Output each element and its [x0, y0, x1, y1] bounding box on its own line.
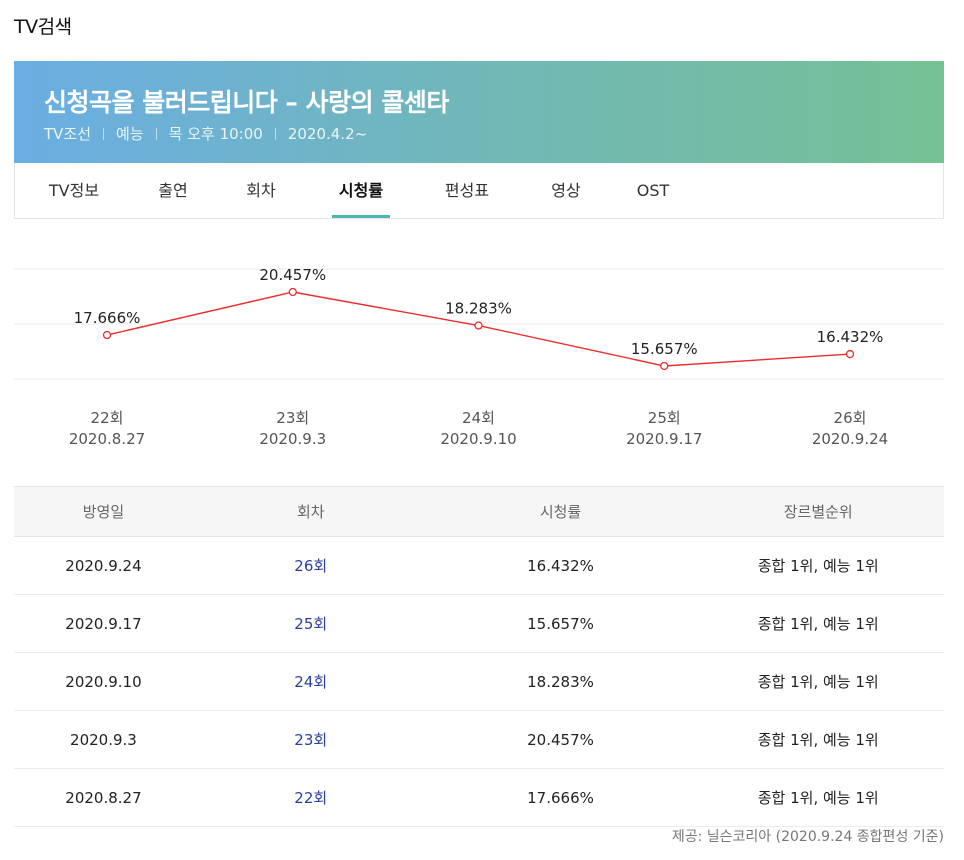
row-date: 2020.8.27 [14, 768, 193, 827]
row-date: 2020.9.24 [14, 536, 193, 595]
row-episode-link[interactable]: 25회 [294, 615, 328, 633]
x-axis-tick-label: 24회 2020.9.10 [409, 408, 549, 450]
date-tick-label: 2020.8.27 [68, 430, 146, 448]
meta-divider [274, 127, 276, 140]
tab-videos[interactable]: 영상 [551, 181, 581, 200]
x-axis-tick-label: 22회 2020.8.27 [37, 408, 177, 450]
ratings-table: 방영일 회차 시청률 장르별순위 2020.9.24 26회 16.432% 종… [14, 486, 944, 827]
row-episode-link[interactable]: 23회 [294, 731, 328, 749]
header-rating: 시청률 [428, 486, 693, 537]
table-row: 2020.9.17 25회 15.657% 종합 1위, 예능 1위 [14, 594, 944, 653]
row-date: 2020.9.3 [14, 710, 193, 769]
date-tick-label: 2020.9.17 [626, 430, 703, 448]
episode-tick-label: 24회 [462, 409, 495, 427]
episode-tick-label: 23회 [276, 409, 310, 427]
tab-schedule[interactable]: 편성표 [444, 181, 490, 200]
episode-tick-label: 25회 [647, 409, 681, 427]
x-axis-tick-label: 23회 2020.9.3 [223, 408, 363, 450]
data-label: 16.432% [817, 328, 884, 346]
data-label: 18.283% [445, 300, 512, 318]
program-genre: 예능 [116, 125, 144, 143]
table-header-row: 방영일 회차 시청률 장르별순위 [14, 486, 944, 537]
ratings-chart: 17.666% 20.457% 18.283% 15.657% 16.432% 22회 2… [0, 240, 964, 470]
tab-ost[interactable]: OST [636, 181, 670, 200]
data-label: 15.657% [631, 340, 698, 358]
row-rank: 종합 1위, 예능 1위 [692, 594, 944, 653]
program-title[interactable]: 신청곡을 불러드립니다 – 사랑의 콜센타 [44, 88, 449, 117]
row-rating: 18.283% [428, 652, 693, 711]
row-episode-link[interactable]: 26회 [294, 557, 328, 575]
row-date: 2020.9.17 [14, 594, 193, 653]
row-date: 2020.9.10 [14, 652, 193, 711]
date-tick-label: 2020.9.3 [259, 430, 327, 448]
date-tick-label: 2020.9.24 [811, 430, 889, 448]
data-point [288, 287, 297, 297]
data-source-note: 제공: 닐슨코리아 (2020.9.24 종합편성 기준) [671, 829, 944, 845]
tab-tv-info[interactable]: TV정보 [48, 181, 100, 200]
data-label: 20.457% [259, 266, 326, 284]
meta-divider [103, 127, 105, 140]
table-row: 2020.9.3 23회 20.457% 종합 1위, 예능 1위 [14, 710, 944, 769]
x-axis-tick-label: 26회 2020.9.24 [780, 408, 920, 450]
x-axis-tick-label: 25회 2020.9.17 [594, 408, 734, 450]
episode-tick-label: 22회 [90, 409, 124, 427]
meta-divider [155, 127, 157, 140]
data-point [660, 361, 669, 371]
ratings-line-chart: 17.666% 20.457% 18.283% 15.657% 16.432% [14, 266, 944, 380]
row-rating: 20.457% [428, 710, 693, 769]
program-channel: TV조선 [44, 125, 92, 143]
row-rank: 종합 1위, 예능 1위 [692, 652, 944, 711]
row-rank: 종합 1위, 예능 1위 [692, 710, 944, 769]
row-rating: 16.432% [428, 536, 693, 595]
data-point [845, 349, 855, 359]
tab-ratings[interactable]: 시청률 [332, 163, 390, 218]
table-row: 2020.9.24 26회 16.432% 종합 1위, 예능 1위 [14, 536, 944, 595]
episode-tick-label: 26회 [833, 409, 867, 427]
row-episode-link[interactable]: 22회 [294, 789, 328, 807]
row-rating: 17.666% [428, 768, 693, 827]
data-point [102, 330, 112, 340]
row-rating: 15.657% [428, 594, 693, 653]
tab-episodes[interactable]: 회차 [246, 181, 276, 200]
tab-cast[interactable]: 출연 [158, 181, 188, 200]
page-heading: TV검색 [14, 16, 72, 38]
program-airtime: 목 오후 10:00 [168, 125, 263, 143]
data-point [474, 321, 483, 330]
program-tabs: TV정보 출연 회차 시청률 편성표 영상 OST [14, 163, 944, 219]
program-start-date: 2020.4.2~ [287, 124, 368, 143]
header-episode: 회차 [192, 486, 429, 537]
date-tick-label: 2020.9.10 [440, 430, 517, 448]
table-row: 2020.9.10 24회 18.283% 종합 1위, 예능 1위 [14, 652, 944, 711]
program-banner: 신청곡을 불러드립니다 – 사랑의 콜센타 TV조선 예능 목 오후 10:00… [14, 61, 944, 163]
data-label: 17.666% [74, 309, 141, 327]
header-air-date: 방영일 [14, 486, 193, 537]
header-genre-rank: 장르별순위 [692, 486, 944, 537]
table-row: 2020.8.27 22회 17.666% 종합 1위, 예능 1위 [14, 768, 944, 827]
row-rank: 종합 1위, 예능 1위 [692, 536, 944, 595]
row-episode-link[interactable]: 24회 [294, 673, 328, 691]
program-meta: TV조선 예능 목 오후 10:00 2020.4.2~ [44, 123, 367, 144]
row-rank: 종합 1위, 예능 1위 [692, 768, 944, 827]
